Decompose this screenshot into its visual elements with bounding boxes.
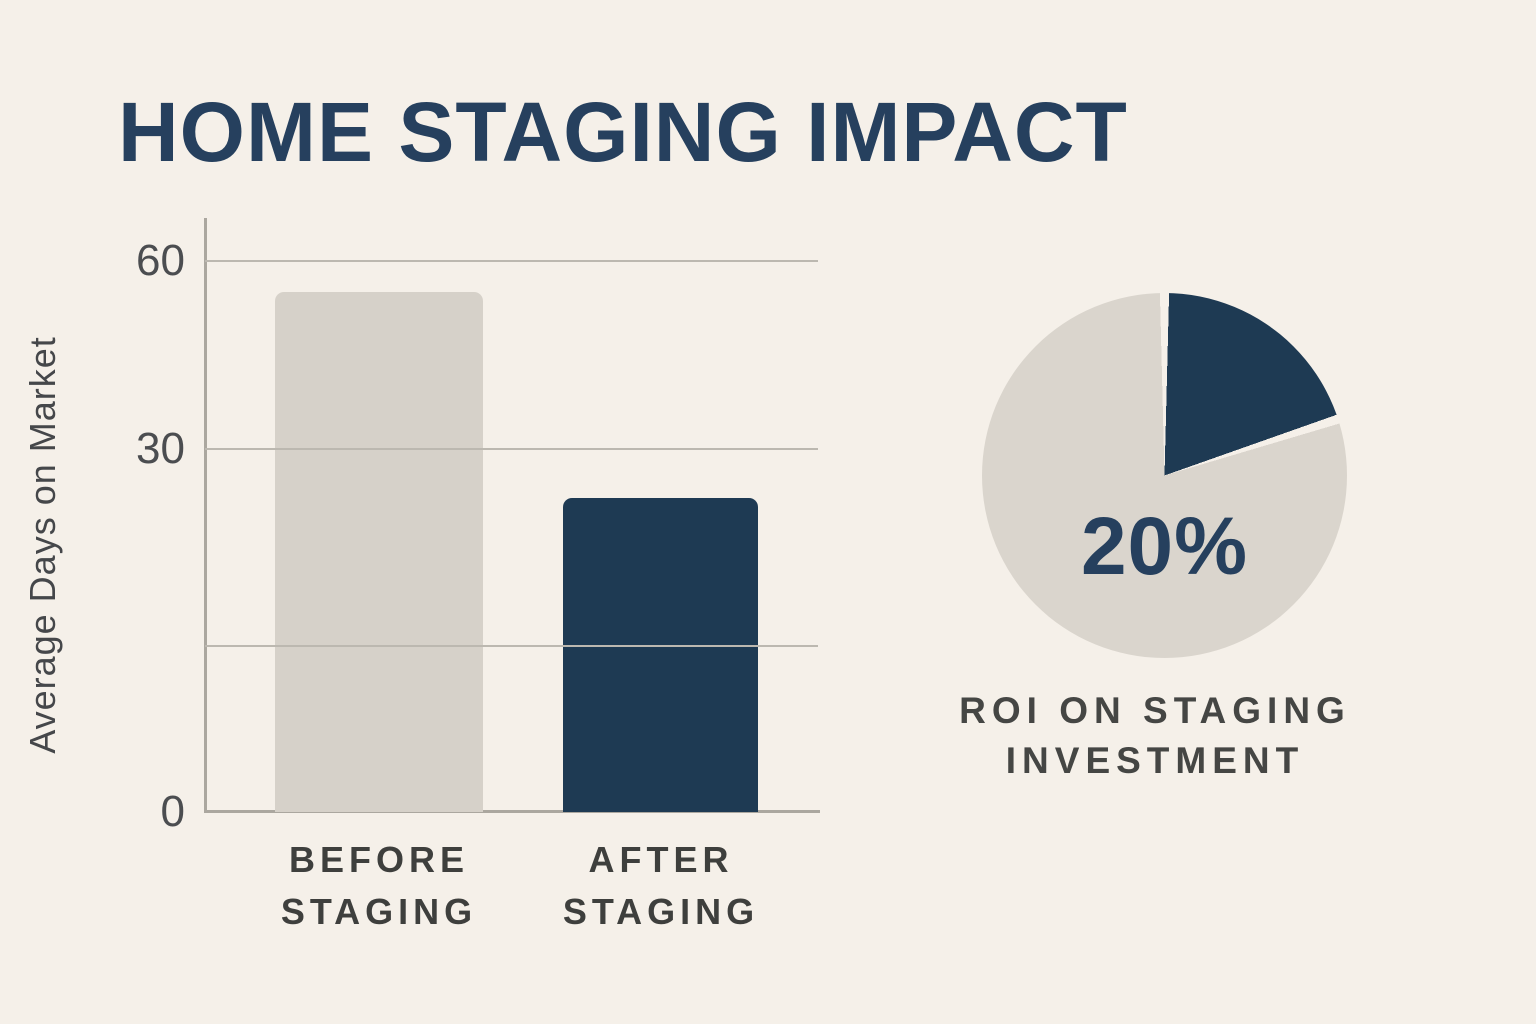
gridline <box>205 447 818 450</box>
bar-plot-area <box>205 260 818 812</box>
pie-caption: ROI ON STAGING INVESTMENT <box>959 690 1351 781</box>
bar-after-staging <box>563 498 758 812</box>
y-tick-labels: 60 30 0 <box>90 236 185 836</box>
page-title: HOME STAGING IMPACT <box>118 85 1128 179</box>
bar-chart: Average Days on Market 60 30 0 BEFORE STAG… <box>22 218 820 932</box>
pie-chart-group: 20% <box>982 293 1347 658</box>
gridline <box>205 645 818 648</box>
gridline <box>205 260 818 262</box>
bar-label-before-staging: BEFORE STAGING <box>280 839 478 932</box>
bar-before-staging <box>275 292 483 812</box>
bar-label-after-staging: AFTER STAGING <box>562 839 760 932</box>
y-axis-label: Average Days on Market <box>22 336 63 754</box>
pie-chart <box>982 293 1347 658</box>
y-axis-line <box>204 218 207 812</box>
y-tick-label: 60 <box>136 236 185 285</box>
y-tick-label: 30 <box>136 423 185 473</box>
y-tick-label: 0 <box>160 787 185 836</box>
pie-percentage-label: 20% <box>1080 501 1249 592</box>
x-axis-line <box>204 810 820 813</box>
